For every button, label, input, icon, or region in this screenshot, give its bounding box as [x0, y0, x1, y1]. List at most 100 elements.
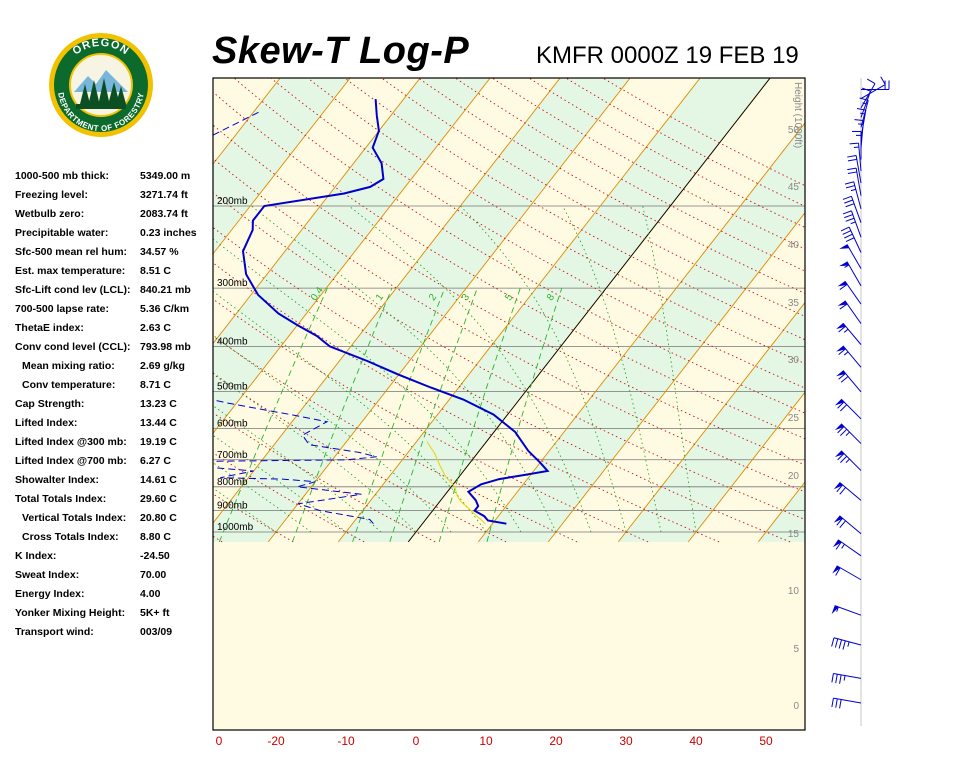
- index-label: Lifted Index @700 mb:: [15, 455, 127, 467]
- index-row: Freezing level: 3271.74 ft: [15, 187, 215, 206]
- station-time-label: KMFR 0000Z 19 FEB 19: [536, 42, 799, 69]
- index-row: Showalter Index: 14.61 C: [15, 472, 215, 491]
- index-row: Wetbulb zero: 2083.74 ft: [15, 206, 215, 225]
- temperature-profile: [241, 99, 550, 525]
- wind-barb: [842, 195, 862, 223]
- wind-barb: [839, 244, 862, 269]
- isotherm-line: [213, 78, 281, 165]
- index-value: 29.60 C: [140, 493, 177, 505]
- wind-barb: [836, 345, 862, 368]
- index-value: 2.63 C: [140, 322, 171, 334]
- mixing-ratio-line: [438, 287, 521, 543]
- index-value: 003/09: [140, 626, 173, 638]
- index-label: Lifted Index @300 mb:: [15, 436, 127, 448]
- wind-barb: [836, 322, 862, 345]
- index-value: 13.23 C: [140, 398, 177, 410]
- temperature-tick-label: 10: [479, 734, 493, 748]
- chart-title: Skew-T Log-P: [212, 30, 470, 72]
- index-value: 3271.74 ft: [140, 189, 188, 201]
- moist-adiabat: [213, 405, 382, 533]
- index-row: K Index: -24.50: [15, 548, 215, 567]
- dry-adiabat: [213, 335, 578, 543]
- index-value: 8.80 C: [140, 531, 171, 543]
- isotherm-line: [477, 122, 805, 543]
- moist-adiabat: [348, 205, 592, 533]
- isotherm-line: [213, 78, 561, 524]
- index-row: Precipitable water: 0.23 inches: [15, 225, 215, 244]
- isotherm-line: [337, 78, 701, 543]
- wind-barb: [860, 78, 876, 109]
- index-label: 700-500 lapse rate:: [15, 303, 109, 315]
- index-value: 4.00: [140, 588, 161, 600]
- index-value: 2.69 g/kg: [140, 360, 185, 372]
- index-value: 34.57 %: [140, 246, 179, 258]
- temperature-tick-label: 30: [619, 734, 633, 748]
- index-label: Conv temperature:: [22, 379, 116, 391]
- wind-barb: [832, 565, 862, 581]
- isotherm-line: [0, 20, 185, 541]
- pressure-label: 800mb: [217, 477, 248, 488]
- dry-adiabat: [213, 192, 805, 521]
- index-value: 2083.74 ft: [140, 208, 188, 220]
- temperature-tick-label: -10: [337, 734, 355, 748]
- index-label: Precipitable water:: [15, 227, 109, 239]
- wind-barb: [836, 370, 862, 393]
- wind-barb: [849, 142, 862, 172]
- pressure-label: 400mb: [217, 336, 248, 347]
- index-row: Lifted Index @300 mb: 19.19 C: [15, 434, 215, 453]
- index-label: Conv cond level (CCL):: [15, 341, 131, 353]
- index-label: Vertical Totals Index:: [22, 512, 127, 524]
- index-value: 14.61 C: [140, 474, 177, 486]
- plot-frame: [212, 77, 806, 731]
- index-row: Sfc-Lift cond lev (LCL): 840.21 mb: [15, 282, 215, 301]
- height-tick-label: 15: [788, 529, 800, 540]
- index-value: 8.51 C: [140, 265, 171, 277]
- mixing-ratio-label: 1: [374, 292, 386, 303]
- index-row: Mean mixing ratio: 2.69 g/kg: [15, 358, 215, 377]
- index-label: Yonker Mixing Height:: [15, 607, 126, 619]
- wind-barb: [839, 261, 862, 287]
- isotherm-line: [213, 78, 351, 255]
- index-row: Lifted Index @700 mb: 6.27 C: [15, 453, 215, 472]
- pressure-label: 1000mb: [217, 522, 254, 533]
- pressure-label: 600mb: [217, 419, 248, 430]
- isotherm-line: [213, 78, 421, 345]
- isotherm-line: [547, 212, 805, 543]
- index-label: Sweat Index:: [15, 569, 80, 581]
- index-row: Cross Totals Index: 8.80 C: [15, 529, 215, 548]
- index-label: Est. max temperature:: [15, 265, 126, 277]
- wind-barb: [831, 697, 862, 709]
- index-value: 13.44 C: [140, 417, 177, 429]
- temperature-tick-label: 50: [759, 734, 773, 748]
- index-value: -24.50: [140, 550, 170, 562]
- wind-barb: [847, 167, 862, 196]
- height-tick-label: 25: [788, 413, 800, 424]
- temperature-tick-label: 40: [689, 734, 703, 748]
- parcel-profile: [426, 441, 486, 525]
- height-tick-label: 45: [788, 182, 800, 193]
- index-value: 20.80 C: [140, 512, 177, 524]
- index-row: Sfc-500 mean rel hum: 34.57 %: [15, 244, 215, 263]
- stability-indices-list: 1000-500 mb thick: 5349.00 m Freezing leve…: [15, 168, 215, 643]
- index-value: 5.36 C/km: [140, 303, 190, 315]
- temperature-tick-label: 0: [413, 734, 420, 748]
- isotherm-line: [617, 301, 805, 543]
- wind-barb: [852, 130, 862, 160]
- wind-barb: [837, 300, 862, 324]
- index-value: 5K+ ft: [140, 607, 170, 619]
- wind-barb: [833, 515, 862, 535]
- height-tick-label: 20: [788, 471, 800, 482]
- index-label: Sfc-Lift cond lev (LCL):: [15, 284, 131, 296]
- mixing-ratio-line: [292, 287, 393, 543]
- isotherm-band: [213, 78, 631, 542]
- moist-adiabat: [642, 205, 697, 533]
- index-value: 8.71 C: [140, 379, 171, 391]
- moist-adiabat: [213, 487, 277, 533]
- index-row: 700-500 lapse rate: 5.36 C/km: [15, 301, 215, 320]
- index-label: Mean mixing ratio:: [22, 360, 115, 372]
- dry-adiabat: [213, 298, 649, 543]
- mixing-ratio-label: 5: [503, 292, 515, 303]
- height-tick-label: 50: [788, 125, 800, 136]
- index-label: Sfc-500 mean rel hum:: [15, 246, 128, 258]
- height-axis-label: Height (1000ft): [792, 82, 803, 148]
